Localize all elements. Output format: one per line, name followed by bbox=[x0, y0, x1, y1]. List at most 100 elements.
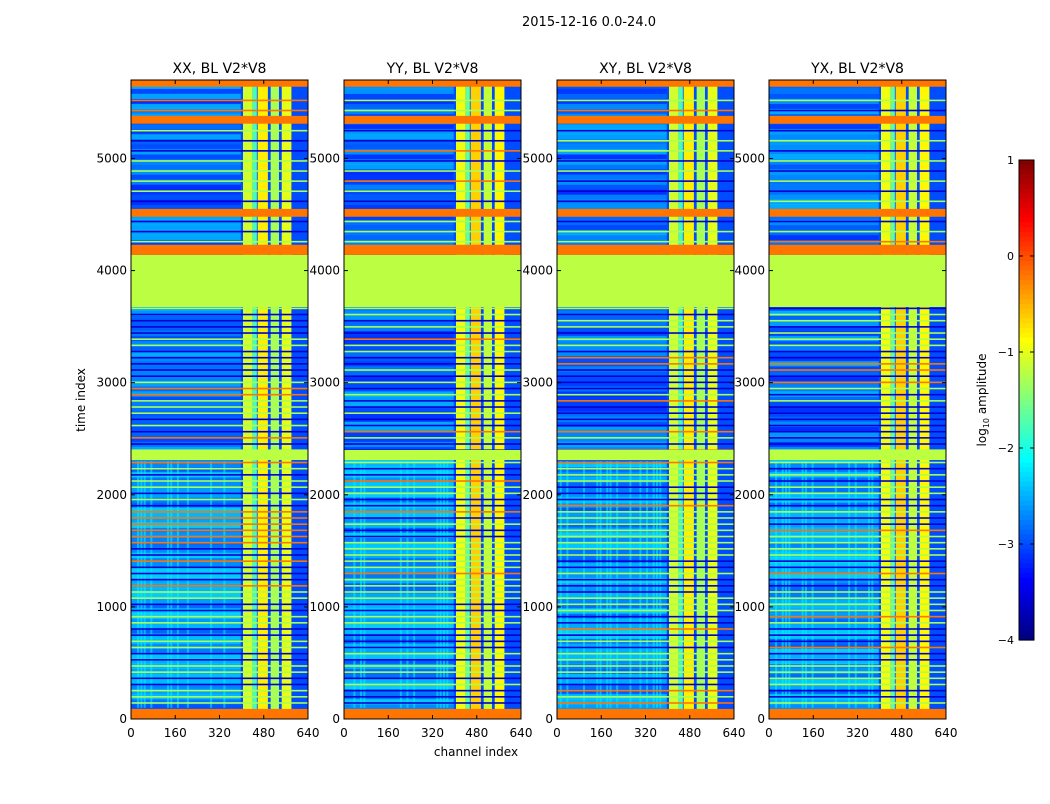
heatmap-row bbox=[344, 522, 454, 528]
heatmap-row bbox=[557, 148, 667, 155]
colorbar-segment bbox=[1019, 299, 1034, 305]
heatmap-row bbox=[557, 476, 667, 483]
heatmap-row bbox=[769, 103, 879, 110]
time-line bbox=[344, 504, 521, 507]
flagged-row bbox=[557, 254, 734, 308]
heatmap-row bbox=[769, 340, 879, 347]
time-line bbox=[344, 99, 521, 102]
heatmap-row bbox=[344, 618, 454, 624]
heatmap-row bbox=[131, 633, 241, 639]
time-line bbox=[344, 498, 521, 501]
colorbar-tick-label: −4 bbox=[998, 634, 1014, 647]
heatmap-row bbox=[131, 658, 241, 665]
panel-title: XY, BL V2*V8 bbox=[599, 61, 692, 77]
heatmap-row bbox=[131, 507, 241, 513]
heatmap-row bbox=[557, 103, 667, 110]
time-line bbox=[769, 381, 946, 384]
heatmap-row bbox=[344, 340, 454, 347]
time-line bbox=[344, 109, 521, 112]
time-line bbox=[344, 683, 521, 686]
colorbar-segment bbox=[1019, 208, 1034, 214]
time-line bbox=[769, 220, 946, 223]
heatmap-row bbox=[769, 381, 879, 387]
time-line bbox=[344, 220, 521, 223]
heatmap-row bbox=[131, 234, 241, 241]
heatmap-streak bbox=[353, 461, 356, 708]
colorbar-segment bbox=[1019, 467, 1034, 473]
time-line bbox=[344, 430, 521, 433]
heatmap-streak bbox=[360, 461, 363, 708]
heatmap-row bbox=[769, 542, 879, 548]
heatmap-row bbox=[344, 199, 454, 205]
heatmap-row bbox=[557, 381, 667, 387]
time-line bbox=[344, 566, 521, 569]
heatmap-row bbox=[769, 618, 879, 624]
colorbar-segment bbox=[1019, 308, 1034, 315]
heatmap-streak bbox=[363, 461, 366, 708]
time-line bbox=[557, 363, 734, 365]
time-line bbox=[557, 696, 734, 698]
colorbar-segment bbox=[1019, 222, 1034, 228]
time-line bbox=[344, 230, 521, 233]
heatmap-row bbox=[344, 355, 454, 362]
heatmap-row bbox=[344, 567, 454, 574]
heatmap-row bbox=[344, 179, 454, 185]
time-line bbox=[557, 160, 734, 162]
heatmap-row bbox=[769, 673, 879, 680]
time-line bbox=[557, 498, 734, 501]
heatmap-row bbox=[344, 512, 454, 518]
heatmap-row bbox=[769, 335, 879, 342]
colorbar-segment bbox=[1019, 356, 1034, 363]
heatmap-row bbox=[557, 633, 667, 639]
heatmap-panel: YX, BL V2*V8 0 160 320 480 640 0 1000 2000 3000 40… bbox=[734, 61, 957, 740]
heatmap-row bbox=[131, 562, 241, 569]
heatmap-row bbox=[769, 396, 879, 402]
colorbar-segment bbox=[1019, 452, 1034, 459]
heatmap-streak bbox=[656, 461, 659, 708]
time-line bbox=[131, 523, 308, 525]
colorbar-tick-label: −3 bbox=[998, 538, 1014, 551]
time-line bbox=[557, 492, 734, 495]
heatmap-row bbox=[769, 668, 879, 675]
heatmap-row bbox=[344, 88, 454, 94]
time-line bbox=[769, 677, 946, 680]
time-line bbox=[344, 702, 521, 704]
time-line bbox=[344, 480, 521, 482]
heatmap-row bbox=[344, 547, 454, 554]
heatmap-row bbox=[769, 502, 879, 508]
time-line bbox=[131, 572, 308, 575]
colorbar-segment bbox=[1019, 625, 1034, 631]
time-line bbox=[344, 646, 521, 649]
y-axis-label: time index bbox=[74, 368, 88, 432]
heatmap-row bbox=[557, 234, 667, 241]
time-line bbox=[344, 572, 521, 575]
time-line bbox=[344, 560, 521, 562]
heatmap-streak bbox=[781, 461, 784, 708]
time-line bbox=[131, 319, 308, 322]
time-line bbox=[769, 578, 946, 581]
colorbar-segment bbox=[1019, 606, 1034, 612]
colorbar-segment bbox=[1019, 424, 1034, 430]
heatmap-streak bbox=[854, 461, 857, 708]
heatmap-row bbox=[557, 108, 667, 115]
heatmap-row bbox=[344, 648, 454, 654]
heatmap-row bbox=[769, 184, 879, 190]
heatmap-row bbox=[557, 592, 667, 599]
time-line bbox=[131, 400, 308, 402]
heatmap-row bbox=[344, 602, 454, 609]
heatmap-streak bbox=[596, 461, 599, 708]
time-line bbox=[769, 363, 946, 365]
heatmap-row bbox=[131, 567, 241, 574]
y-tick-label: 3000 bbox=[522, 376, 553, 390]
time-line bbox=[769, 591, 946, 593]
x-axis-label: channel index bbox=[434, 745, 518, 759]
time-line bbox=[557, 400, 734, 402]
heatmap-row bbox=[557, 153, 667, 160]
heatmap-row bbox=[344, 103, 454, 110]
time-line bbox=[131, 628, 308, 630]
time-line bbox=[344, 652, 521, 655]
heatmap-row bbox=[131, 153, 241, 160]
time-line bbox=[557, 180, 734, 182]
heatmap-row bbox=[131, 169, 241, 175]
time-line bbox=[131, 659, 308, 661]
